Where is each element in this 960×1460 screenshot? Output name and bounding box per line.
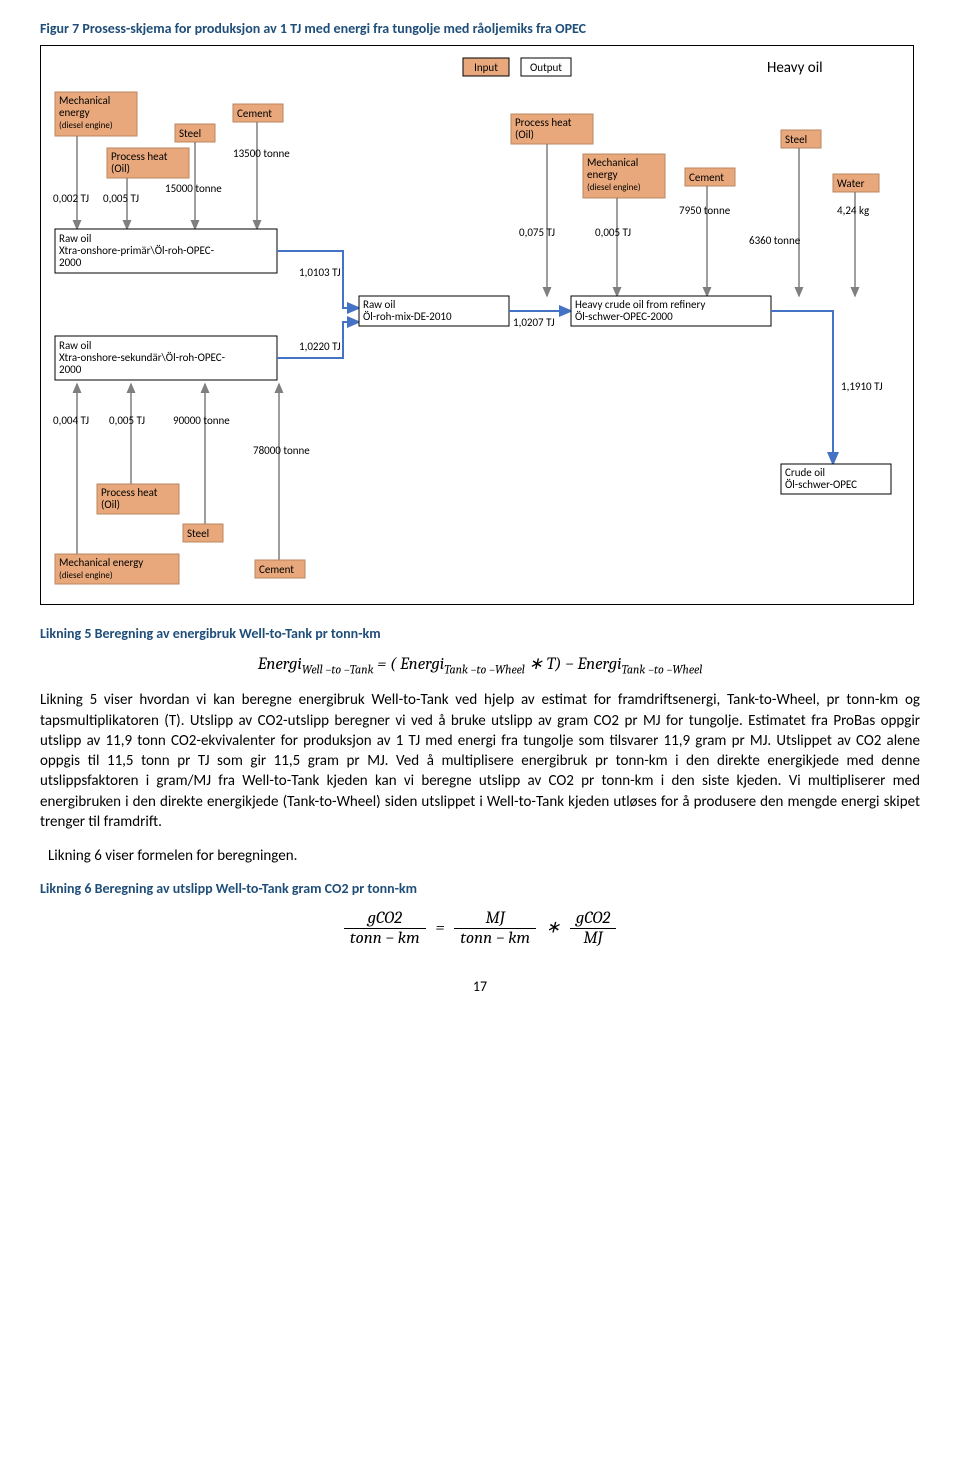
page-number: 17 [40,978,920,995]
body-paragraph-2: Likning 6 viser formelen for beregningen… [48,846,920,866]
equation-5-caption: Likning 5 Beregning av energibruk Well-t… [40,625,920,642]
svg-text:Cement: Cement [237,107,272,120]
svg-text:Steel: Steel [785,133,807,146]
svg-text:0,005 TJ: 0,005 TJ [595,226,631,239]
svg-text:Steel: Steel [187,527,209,540]
svg-text:Cement: Cement [259,563,294,576]
svg-text:1,1910 TJ: 1,1910 TJ [841,380,883,393]
svg-text:15000 tonne: 15000 tonne [165,182,222,195]
equation-5: EnergiWell −to −Tank = ( EnergiTank −to … [40,654,920,676]
heavy-oil-label: Heavy oil [767,59,823,77]
svg-text:0,075 TJ: 0,075 TJ [519,226,555,239]
process-diagram: Input Output Heavy oil Mechanicalenergy(… [40,45,914,605]
svg-text:Water: Water [837,177,865,190]
svg-text:1,0220 TJ: 1,0220 TJ [299,340,341,353]
svg-text:78000 tonne: 78000 tonne [253,444,310,457]
svg-text:13500 tonne: 13500 tonne [233,147,290,160]
svg-text:7950 tonne: 7950 tonne [679,204,731,217]
svg-text:1,0103 TJ: 1,0103 TJ [299,266,341,279]
svg-text:Cement: Cement [689,171,724,184]
equation-6: gCO2tonn − km = MJtonn − km ∗ gCO2MJ [40,909,920,948]
legend-input-label: Input [474,61,498,74]
body-paragraph-1: Likning 5 viser hvordan vi kan beregne e… [40,690,920,832]
svg-text:0,002 TJ: 0,002 TJ [53,192,89,205]
legend-output-label: Output [530,61,562,74]
svg-text:0,004 TJ: 0,004 TJ [53,414,89,427]
svg-text:0,005 TJ: 0,005 TJ [109,414,145,427]
svg-text:4,24 kg: 4,24 kg [837,204,869,217]
equation-6-caption: Likning 6 Beregning av utslipp Well-to-T… [40,880,920,897]
svg-text:1,0207 TJ: 1,0207 TJ [513,316,555,329]
svg-text:90000 tonne: 90000 tonne [173,414,230,427]
svg-text:Steel: Steel [179,127,201,140]
figure-caption: Figur 7 Prosess-skjema for produksjon av… [40,20,920,37]
svg-text:6360 tonne: 6360 tonne [749,234,801,247]
svg-text:0,005 TJ: 0,005 TJ [103,192,139,205]
